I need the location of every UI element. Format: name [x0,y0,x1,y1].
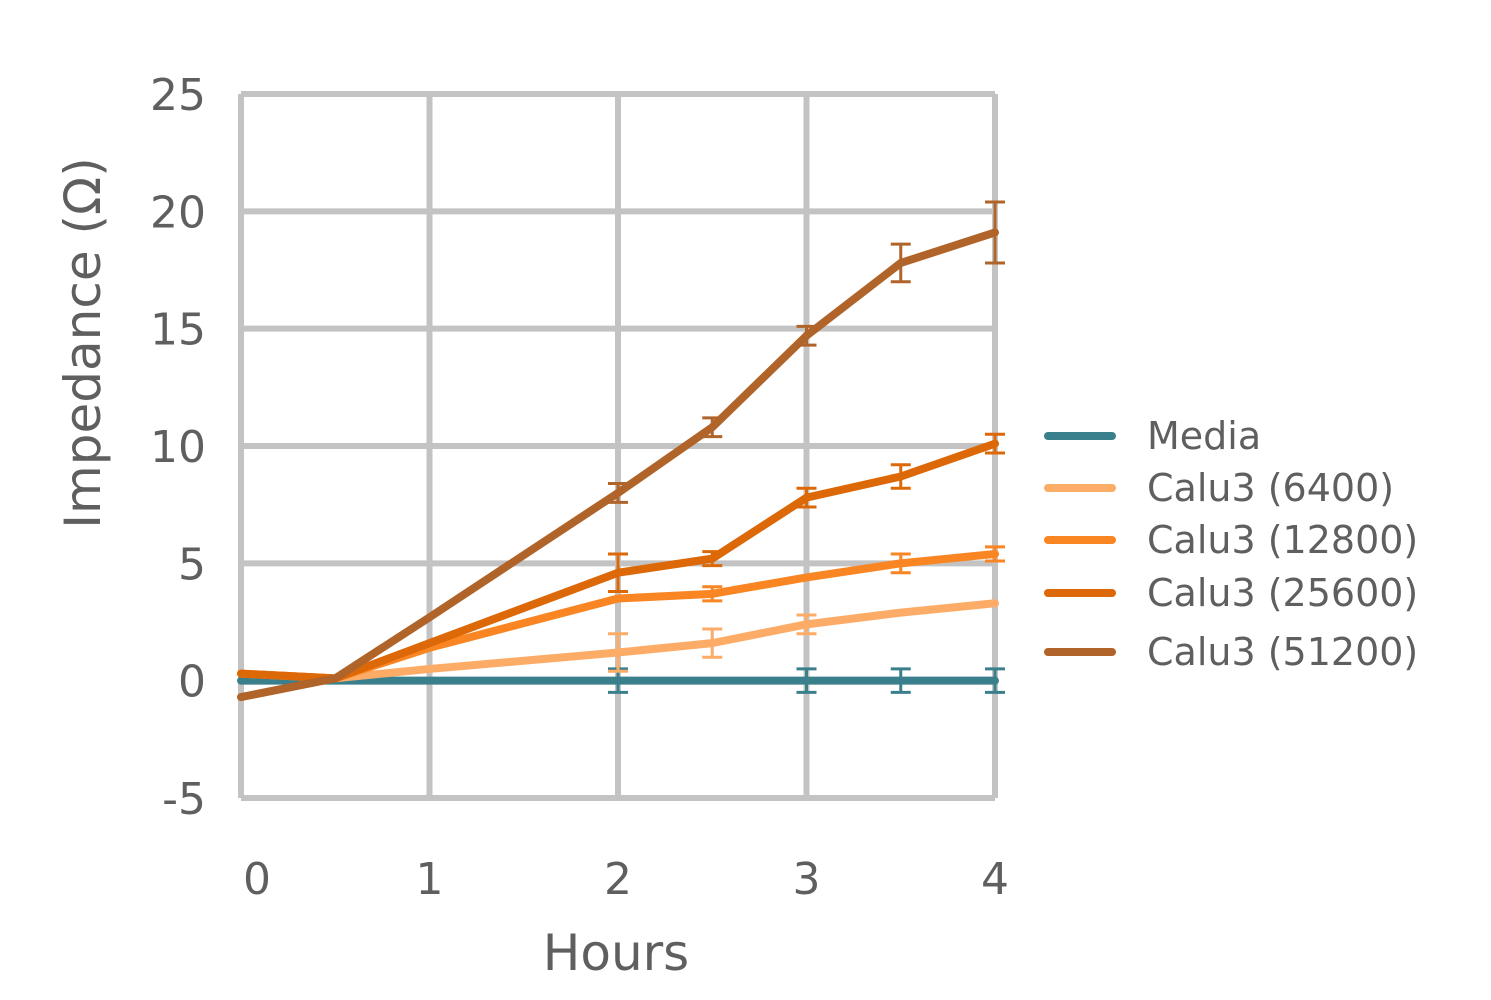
legend-item: Calu3 (51200) [1044,630,1418,674]
y-tick-label: 0 [178,657,206,708]
legend: Media Calu3 (6400) Calu3 (12800) Calu3 (256… [1044,414,1418,674]
y-tick-label: 5 [178,539,206,590]
legend-label: Calu3 (6400) [1147,466,1394,510]
error-bar [796,667,817,694]
error-bar [608,632,628,673]
legend-item: Calu3 (25600) [1044,571,1418,615]
x-axis-label: Hours [543,924,689,982]
error-bar [890,667,911,694]
error-bar [985,545,1005,563]
error-bar [702,416,723,439]
y-tick-label: 15 [150,305,206,356]
y-axis-label: Impedance (Ω) [54,157,112,528]
error-bar [702,627,723,659]
error-bar [985,667,1005,694]
error-bar [985,432,1005,455]
error-bar [702,550,723,568]
error-bar [608,552,628,593]
legend-label: Calu3 (51200) [1147,630,1418,674]
error-bar [890,463,911,490]
x-tick-label: 0 [243,854,271,905]
legend-label: Media [1147,414,1261,458]
y-tick-labels: 25 20 15 10 5 0 -5 [150,70,206,825]
legend-label: Calu3 (25600) [1147,571,1418,615]
legend-item: Calu3 (6400) [1044,466,1394,510]
series-4 [237,200,1005,702]
error-bar [796,324,817,347]
error-bar [796,486,817,509]
series-line [237,228,999,702]
error-bar [890,242,911,284]
y-tick-label: 10 [150,422,206,473]
legend-item: Calu3 (12800) [1044,518,1418,562]
error-bar [702,585,723,603]
error-bar [985,200,1005,265]
y-tick-label: 25 [150,70,206,121]
y-tick-label: 20 [150,187,206,238]
x-tick-labels: 0 1 2 3 4 [243,854,1009,905]
legend-label: Calu3 (12800) [1147,518,1418,562]
x-tick-label: 3 [793,854,821,905]
error-bar [890,552,911,575]
series-lines [237,200,1005,702]
x-tick-label: 1 [416,854,444,905]
error-bar [608,482,628,504]
legend-item: Media [1044,414,1261,458]
error-bar [796,613,817,636]
x-tick-label: 4 [981,854,1009,905]
series-3 [237,432,1005,683]
x-tick-label: 2 [604,854,632,905]
y-tick-label: -5 [162,774,206,825]
